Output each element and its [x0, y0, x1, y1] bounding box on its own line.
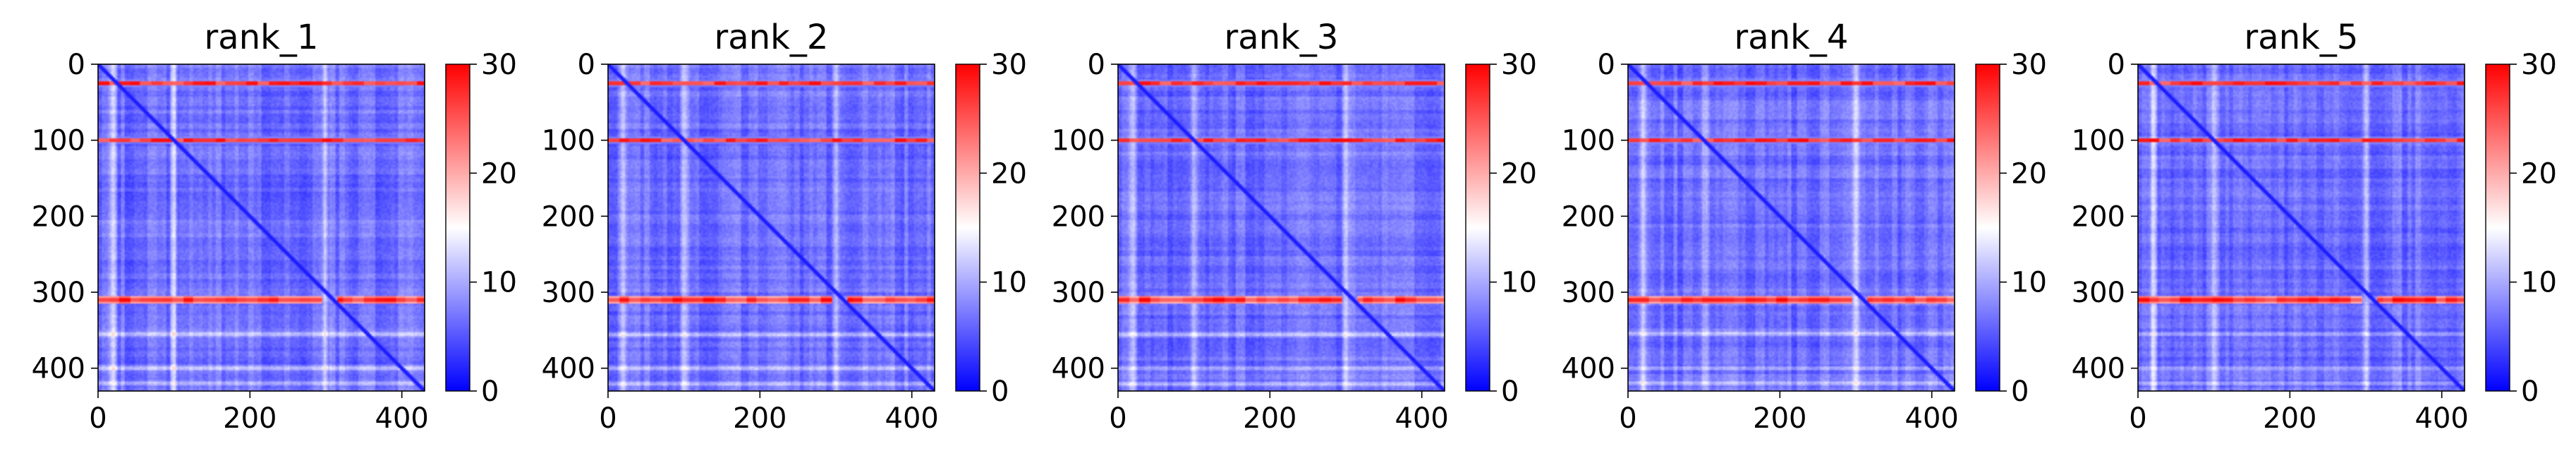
colorbar-tick-label: 0: [1501, 375, 1519, 408]
chart-title: rank_2: [715, 18, 829, 57]
x-tick-label: 400: [885, 402, 939, 435]
x-tick-label: 0: [1109, 402, 1126, 435]
y-tick-label: 200: [1562, 200, 1615, 233]
x-tick-label: 0: [89, 402, 107, 435]
y-tick-label: 300: [542, 277, 595, 309]
y-tick-label: 300: [32, 277, 85, 309]
colorbar-tick-label: 20: [1501, 157, 1537, 190]
colorbar-tick-label: 20: [2521, 157, 2557, 190]
plot-frame: [607, 64, 935, 392]
y-tick-label: 400: [2072, 353, 2125, 385]
x-tick-label: 400: [375, 402, 429, 435]
colorbar-tick-label: 20: [481, 157, 517, 190]
y-tick-label: 200: [32, 200, 85, 233]
x-tick-label: 400: [1395, 402, 1449, 435]
y-tick-label: 0: [578, 49, 595, 81]
colorbar: [445, 64, 470, 392]
y-tick-label: 100: [1562, 125, 1615, 157]
x-tick-label: 0: [2129, 402, 2146, 435]
y-tick-label: 0: [2108, 49, 2125, 81]
x-tick-label: 200: [223, 402, 277, 435]
colorbar-tick-label: 0: [481, 375, 499, 408]
x-tick-label: 200: [1243, 402, 1296, 435]
colorbar: [1465, 64, 1490, 392]
y-tick-label: 200: [1052, 200, 1105, 233]
y-tick-label: 400: [1562, 353, 1615, 385]
x-tick-label: 400: [1905, 402, 1959, 435]
y-tick-label: 0: [1088, 49, 1105, 81]
heatmap-image: [2138, 64, 2465, 391]
plot-frame: [1627, 64, 1955, 392]
colorbar-tick-label: 30: [481, 49, 517, 81]
y-tick-label: 400: [1052, 353, 1105, 385]
y-tick-label: 200: [2072, 200, 2125, 233]
colorbar-tick-label: 0: [991, 375, 1009, 408]
colorbar-tick-label: 10: [2011, 267, 2047, 299]
colorbar-tick-label: 10: [2521, 267, 2557, 299]
y-tick-label: 300: [1562, 277, 1615, 309]
chart-title: rank_4: [1734, 18, 1849, 57]
y-tick-label: 100: [542, 125, 595, 157]
colorbar: [1975, 64, 2000, 392]
y-tick-label: 300: [2072, 277, 2125, 309]
colorbar-tick-label: 20: [991, 157, 1027, 190]
plot-frame: [1117, 64, 1445, 392]
y-tick-label: 0: [1598, 49, 1615, 81]
colorbar-tick-label: 0: [2521, 375, 2539, 408]
y-tick-label: 400: [542, 353, 595, 385]
heatmap-image: [1118, 64, 1445, 391]
y-tick-label: 100: [2072, 125, 2125, 157]
chart-title: rank_1: [205, 18, 319, 57]
plot-frame: [97, 64, 425, 392]
colorbar: [2485, 64, 2510, 392]
y-tick-label: 0: [68, 49, 85, 81]
x-tick-label: 200: [2263, 402, 2316, 435]
colorbar-tick-label: 30: [2011, 49, 2047, 81]
y-tick-label: 400: [32, 353, 85, 385]
y-tick-label: 300: [1052, 277, 1105, 309]
colorbar-tick-label: 10: [991, 267, 1027, 299]
x-tick-label: 200: [1753, 402, 1806, 435]
y-tick-label: 200: [542, 200, 595, 233]
x-tick-label: 0: [599, 402, 616, 435]
x-tick-label: 200: [733, 402, 786, 435]
x-tick-label: 0: [1619, 402, 1636, 435]
colorbar-tick-label: 30: [2521, 49, 2557, 81]
colorbar-tick-label: 10: [481, 267, 517, 299]
colorbar: [955, 64, 980, 392]
colorbar-tick-label: 30: [1501, 49, 1537, 81]
x-tick-label: 400: [2415, 402, 2469, 435]
heatmap-image: [608, 64, 935, 391]
heatmap-image: [98, 64, 425, 391]
colorbar-tick-label: 10: [1501, 267, 1537, 299]
y-tick-label: 100: [1052, 125, 1105, 157]
chart-title: rank_3: [1225, 18, 1339, 57]
colorbar-tick-label: 30: [991, 49, 1027, 81]
y-tick-label: 100: [32, 125, 85, 157]
colorbar-tick-label: 0: [2011, 375, 2029, 408]
heatmap-image: [1628, 64, 1955, 391]
plot-frame: [2137, 64, 2465, 392]
chart-title: rank_5: [2244, 18, 2359, 57]
colorbar-tick-label: 20: [2011, 157, 2047, 190]
